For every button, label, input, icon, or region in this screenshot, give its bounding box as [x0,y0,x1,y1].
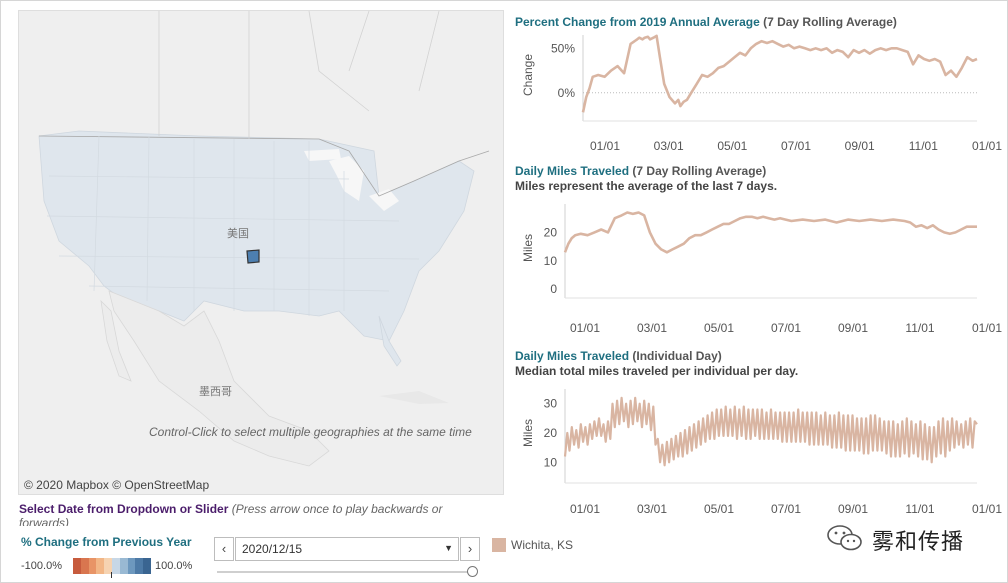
wichita-selection [246,249,260,264]
x-tick-label: 05/01 [704,502,734,516]
date-dropdown[interactable]: 2020/12/15 ▼ [235,537,459,561]
x-tick-label: 03/01 [637,321,667,335]
select-date-hint-2: forwards) [19,516,70,526]
select-date-bold: Select Date from Dropdown or Slider [19,502,229,516]
country-label: 美国 [227,227,249,240]
legend-swatch [492,538,506,552]
pct-title-sub: (7 Day Rolling Average) [759,15,897,29]
x-tick-label: 09/01 [838,321,868,335]
series-line[interactable] [563,396,978,467]
map-canvas[interactable] [19,11,503,494]
pct-chart-title: Percent Change from 2019 Annual Average … [515,15,1005,30]
x-tick-label: 05/01 [717,139,747,153]
milesday-chart: Daily Miles Traveled (Individual Day) Me… [515,349,1005,524]
miles7-chart-title: Daily Miles Traveled (7 Day Rolling Aver… [515,164,1005,179]
milesday-chart-svg[interactable]: 10 20 30 Miles 01/01 03/01 05/01 07/01 09/01 11/0… [515,379,1005,519]
next-date-button[interactable]: › [460,537,480,561]
y-axis-label: Miles [521,419,535,447]
x-tick-label: 01/01 [972,321,1002,335]
miles7-title-sub: (7 Day Rolling Average) [629,164,767,178]
y-axis-label: Change [521,54,535,96]
milesday-title-sub: (Individual Day) [629,349,722,363]
x-tick-label: 07/01 [771,502,801,516]
map-hint: Control-Click to select multiple geograp… [149,425,472,439]
select-date-label: Select Date from Dropdown or Slider (Pre… [19,502,442,516]
y-tick-label: 20 [544,426,558,440]
y-tick-label: 0% [558,86,576,100]
select-date-hint: (Press arrow once to play backwards or [228,502,443,516]
scale-swatch [143,558,151,574]
date-value: 2020/12/15 [242,542,303,556]
map-view[interactable]: 美国 墨西哥 Control-Click to select multiple … [18,10,504,495]
y-tick-label: 50% [551,41,575,55]
scale-marker [111,572,112,578]
milesday-subtitle: Median total miles traveled per individu… [515,364,799,378]
pct-change-legend-title: % Change from Previous Year [21,535,192,549]
chevron-down-icon: ▼ [444,543,453,553]
x-tick-label: 01/01 [590,139,620,153]
y-tick-label: 0 [550,282,557,296]
miles7-title-main: Daily Miles Traveled [515,164,630,178]
y-axis-label: Miles [521,234,535,262]
y-tick-label: 10 [544,455,558,469]
map-attribution[interactable]: © 2020 Mapbox © OpenStreetMap [24,478,210,492]
x-tick-label: 07/01 [781,139,811,153]
scale-swatch [127,558,136,574]
x-tick-label: 11/01 [909,139,938,153]
y-tick-label: 10 [544,254,558,268]
x-tick-label: 11/01 [905,321,934,335]
x-tick-label: 01/01 [570,321,600,335]
x-tick-label: 03/01 [654,139,684,153]
scale-swatch [135,558,144,574]
x-tick-label: 05/01 [704,321,734,335]
scale-swatch [119,558,128,574]
series-line[interactable] [563,211,977,254]
scale-max-label: 100.0% [155,560,193,572]
date-slider-handle[interactable] [467,566,478,577]
mexico-region [108,290,330,467]
mexico-label: 墨西哥 [199,385,232,398]
scale-swatch [96,558,105,574]
x-tick-label: 07/01 [771,321,801,335]
wechat-icon [827,525,862,551]
date-slider-track[interactable] [217,571,472,573]
series-line[interactable] [581,34,978,113]
pct-chart-svg[interactable]: 0% 50% Change 01/01 03/01 05/01 07/01 09/01 11/0… [515,30,1005,163]
miles7-chart: Daily Miles Traveled (7 Day Rolling Aver… [515,164,1005,344]
y-tick-label: 30 [544,397,558,411]
x-tick-label: 09/01 [845,139,875,153]
scale-swatch [111,558,120,574]
x-tick-label: 03/01 [637,502,667,516]
x-tick-label: 09/01 [838,502,868,516]
pct-change-chart: Percent Change from 2019 Annual Average … [515,15,1005,168]
x-tick-label: 01/01 [570,502,600,516]
x-tick-label: 01/01 [972,139,1002,153]
scale-swatch [88,558,97,574]
color-scale-bar [73,558,151,574]
scale-swatch [104,558,112,574]
milesday-title-main: Daily Miles Traveled [515,349,630,363]
x-tick-label: 01/01 [972,502,1002,516]
scale-min-label: -100.0% [21,560,62,572]
prev-date-button[interactable]: ‹ [214,537,234,561]
legend-label[interactable]: Wichita, KS [511,538,574,552]
miles7-chart-svg[interactable]: 0 10 20 Miles 01/01 03/01 05/01 07/01 09/01 11/01… [515,194,1005,339]
y-tick-label: 20 [544,225,558,239]
milesday-chart-title: Daily Miles Traveled (Individual Day) [515,349,1005,364]
x-tick-label: 11/01 [905,502,934,516]
scale-swatch [80,558,89,574]
watermark-text: 雾和传播 [872,530,965,555]
miles7-subtitle: Miles represent the average of the last … [515,179,778,193]
scale-swatch [73,558,81,574]
pct-title-main: Percent Change from 2019 Annual Average [515,15,760,29]
